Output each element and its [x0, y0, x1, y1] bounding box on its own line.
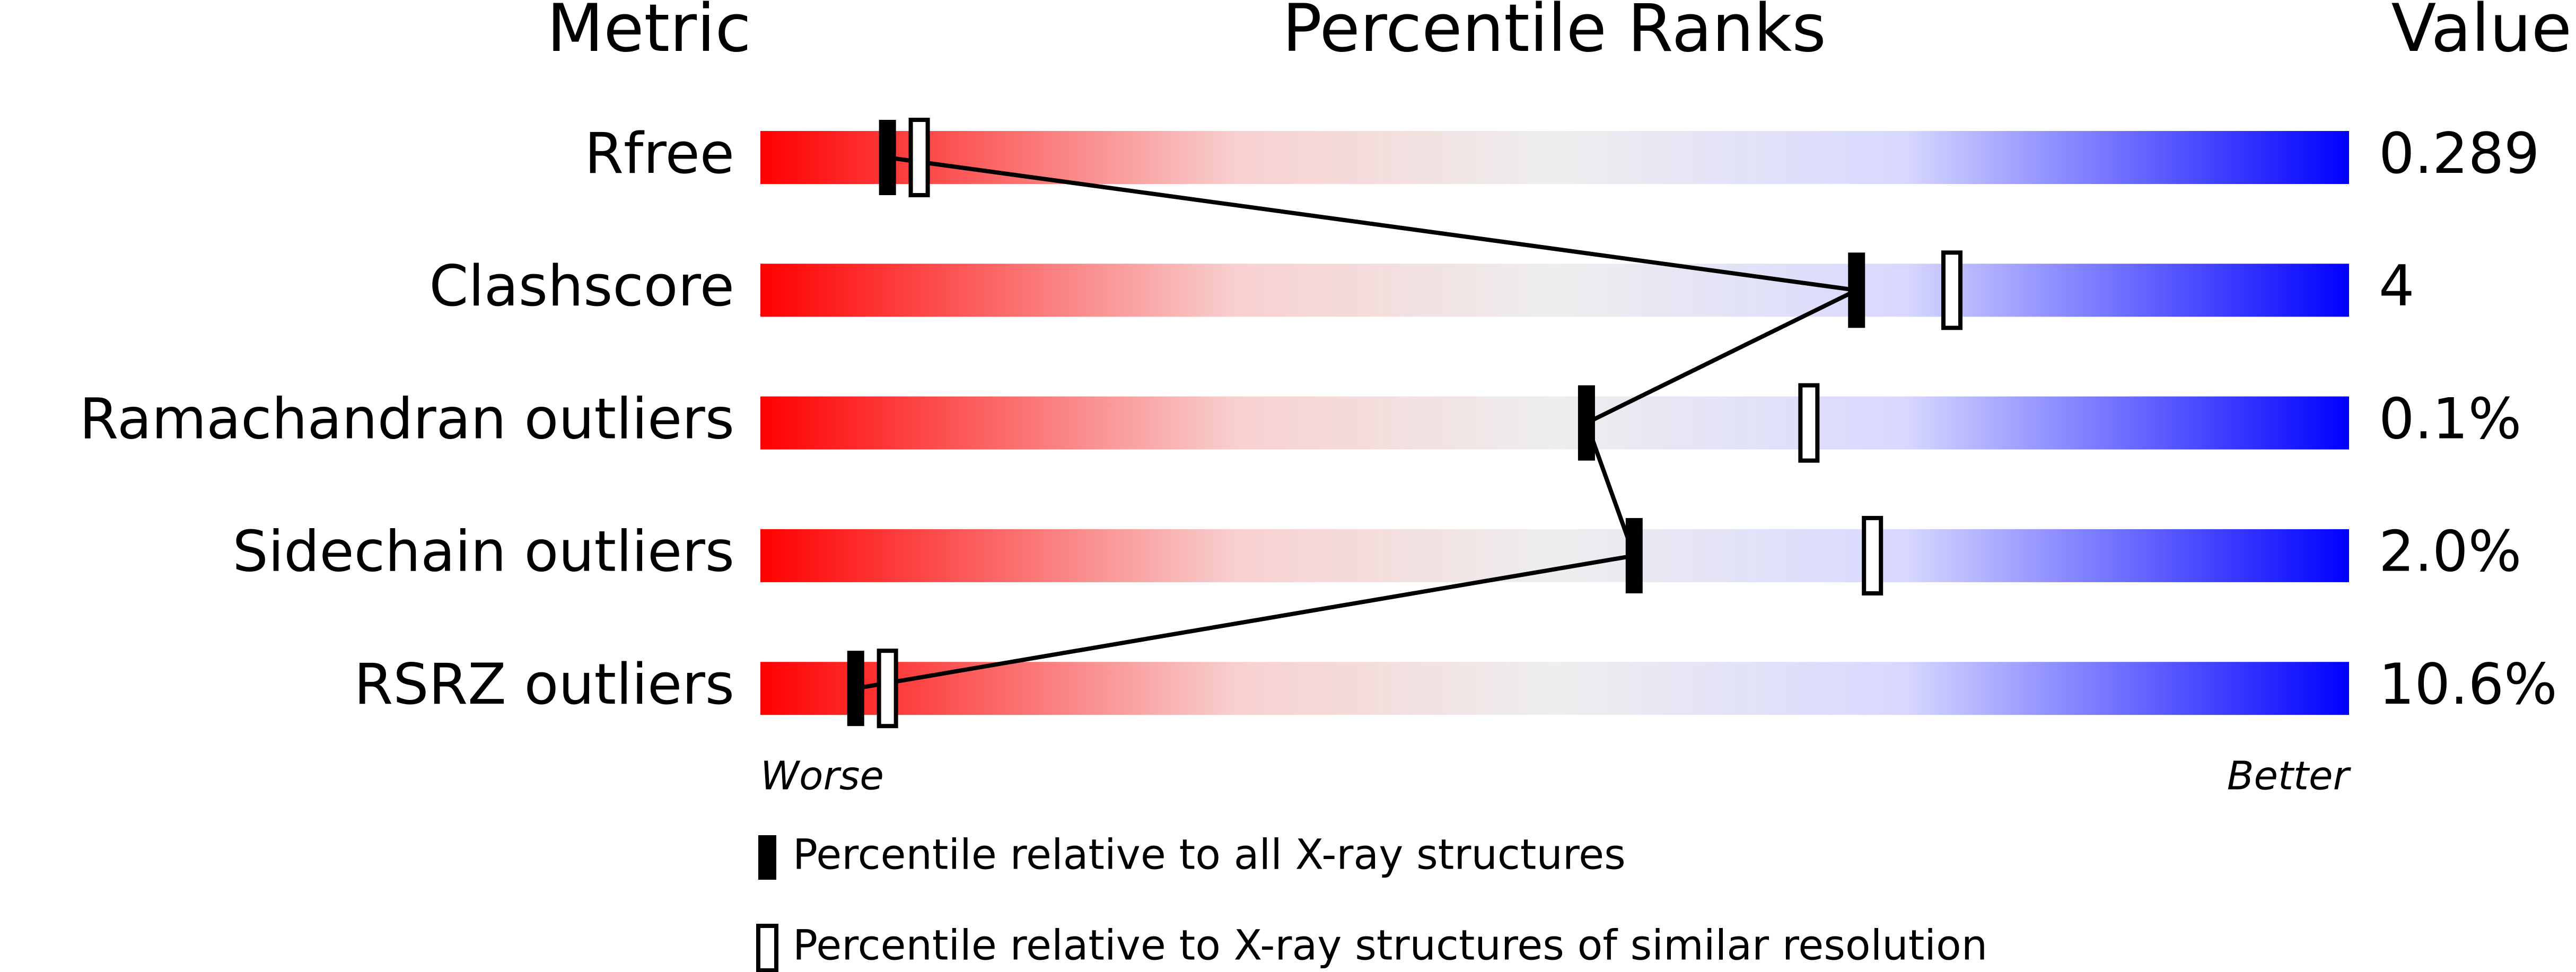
marker-similar	[1941, 250, 1962, 330]
marker-similar	[1862, 515, 1883, 596]
marker-similar	[877, 649, 898, 729]
metric-label: Clashscore	[429, 253, 734, 319]
metric-value: 0.289	[2379, 121, 2539, 186]
marker-all	[1625, 518, 1643, 593]
marker-all	[879, 120, 896, 195]
better-label: Better	[2227, 754, 2352, 799]
marker-all	[847, 651, 864, 726]
metric-label: Sidechain outliers	[233, 519, 735, 584]
legend-swatch	[758, 835, 776, 880]
metric-label: Rfree	[584, 121, 734, 186]
metric-value: 2.0%	[2379, 519, 2521, 584]
marker-similar	[908, 118, 930, 197]
legend-label: Percentile relative to X-ray structures …	[793, 922, 1987, 969]
marker-all	[1848, 252, 1865, 328]
legend-swatch	[756, 924, 778, 972]
gradient-bar	[760, 131, 2349, 184]
metric-label: RSRZ outliers	[354, 652, 734, 717]
marker-similar	[1798, 383, 1820, 463]
metric-header: Metric	[547, 0, 751, 67]
gradient-bar	[760, 264, 2349, 317]
gradient-bar	[760, 662, 2349, 715]
chart-title: Percentile Ranks	[1282, 0, 1826, 67]
legend-label: Percentile relative to all X-ray structu…	[793, 831, 1626, 879]
worse-label: Worse	[760, 754, 884, 799]
gradient-bar	[760, 529, 2349, 582]
gradient-bar	[760, 396, 2349, 450]
marker-all	[1578, 385, 1595, 461]
metric-value: 0.1%	[2379, 386, 2521, 451]
metric-value: 4	[2379, 253, 2414, 319]
metric-label: Ramachandran outliers	[80, 386, 734, 451]
value-header: Value	[2391, 0, 2572, 67]
metric-value: 10.6%	[2379, 652, 2557, 717]
